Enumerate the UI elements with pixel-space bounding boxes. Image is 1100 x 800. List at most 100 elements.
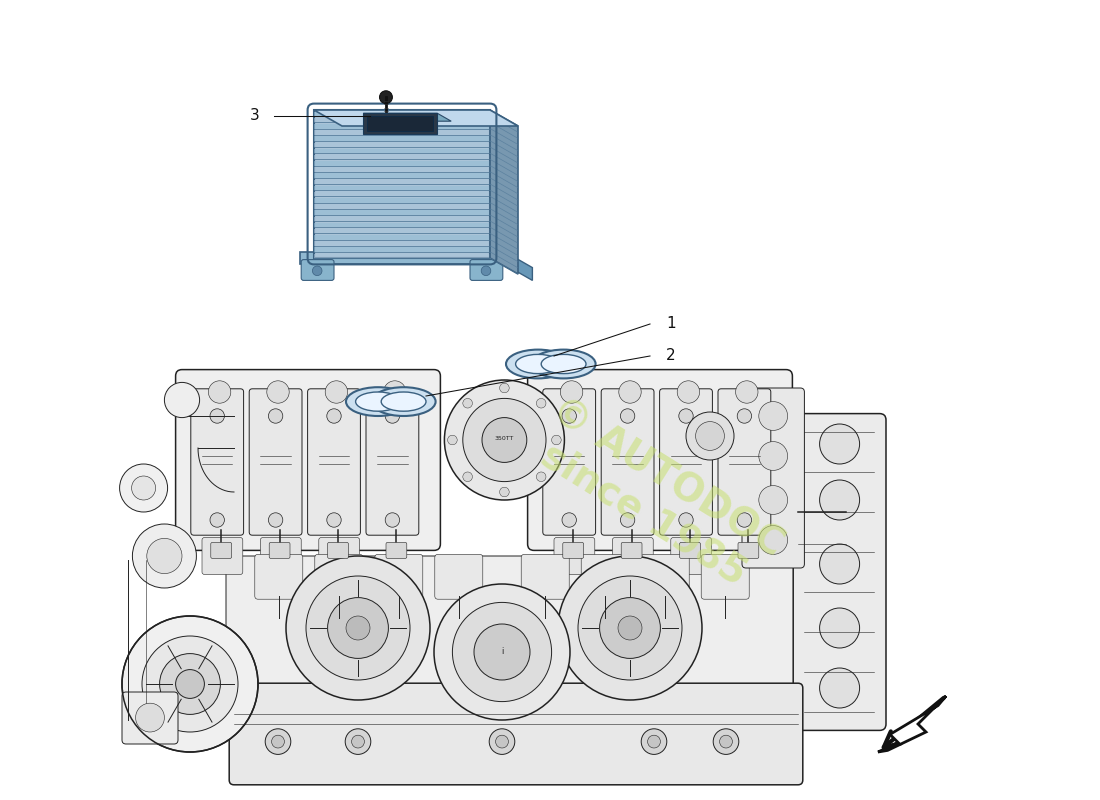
Circle shape xyxy=(120,464,167,512)
Circle shape xyxy=(267,381,289,403)
Circle shape xyxy=(641,729,667,754)
Circle shape xyxy=(135,703,164,732)
FancyBboxPatch shape xyxy=(250,389,303,535)
Polygon shape xyxy=(314,130,490,134)
Polygon shape xyxy=(314,198,490,202)
Polygon shape xyxy=(314,167,490,172)
Polygon shape xyxy=(314,142,490,147)
FancyBboxPatch shape xyxy=(671,538,712,574)
Circle shape xyxy=(820,480,859,520)
Circle shape xyxy=(562,513,576,527)
Circle shape xyxy=(713,729,739,754)
Circle shape xyxy=(345,729,371,754)
FancyBboxPatch shape xyxy=(261,538,301,574)
Circle shape xyxy=(208,381,231,403)
Text: 3: 3 xyxy=(250,109,260,123)
FancyBboxPatch shape xyxy=(470,259,503,280)
Polygon shape xyxy=(505,251,532,280)
Polygon shape xyxy=(363,113,437,134)
FancyBboxPatch shape xyxy=(319,538,360,574)
Circle shape xyxy=(820,544,859,584)
Ellipse shape xyxy=(355,392,400,411)
FancyBboxPatch shape xyxy=(375,554,422,599)
Circle shape xyxy=(496,735,508,748)
Circle shape xyxy=(620,513,635,527)
Ellipse shape xyxy=(346,387,410,416)
Polygon shape xyxy=(314,235,490,239)
FancyBboxPatch shape xyxy=(602,389,654,535)
Ellipse shape xyxy=(541,354,586,374)
Circle shape xyxy=(474,624,530,680)
Circle shape xyxy=(736,381,758,403)
Circle shape xyxy=(620,409,635,423)
FancyBboxPatch shape xyxy=(542,389,595,535)
Polygon shape xyxy=(314,124,490,129)
Circle shape xyxy=(327,409,341,423)
Polygon shape xyxy=(314,110,490,258)
Circle shape xyxy=(551,435,561,445)
Circle shape xyxy=(463,472,472,482)
Circle shape xyxy=(737,409,751,423)
Ellipse shape xyxy=(516,354,560,374)
FancyBboxPatch shape xyxy=(301,259,334,280)
Polygon shape xyxy=(314,192,490,196)
Circle shape xyxy=(619,381,641,403)
Polygon shape xyxy=(314,186,490,190)
Circle shape xyxy=(312,266,322,275)
Polygon shape xyxy=(314,112,490,116)
Circle shape xyxy=(578,576,682,680)
Circle shape xyxy=(759,442,788,470)
FancyBboxPatch shape xyxy=(528,370,792,550)
Circle shape xyxy=(558,556,702,700)
Circle shape xyxy=(719,735,733,748)
FancyBboxPatch shape xyxy=(563,542,584,558)
FancyBboxPatch shape xyxy=(660,389,713,535)
Circle shape xyxy=(537,398,546,408)
Ellipse shape xyxy=(372,387,436,416)
FancyBboxPatch shape xyxy=(366,389,419,535)
FancyBboxPatch shape xyxy=(701,554,749,599)
Polygon shape xyxy=(363,113,451,121)
Polygon shape xyxy=(314,161,490,166)
FancyBboxPatch shape xyxy=(211,542,232,558)
FancyBboxPatch shape xyxy=(176,370,440,550)
Circle shape xyxy=(820,608,859,648)
Circle shape xyxy=(444,380,564,500)
Polygon shape xyxy=(314,229,490,234)
Circle shape xyxy=(352,735,364,748)
Circle shape xyxy=(326,381,348,403)
Circle shape xyxy=(482,418,527,462)
Circle shape xyxy=(560,381,583,403)
FancyBboxPatch shape xyxy=(255,554,302,599)
Circle shape xyxy=(306,576,410,680)
FancyBboxPatch shape xyxy=(386,542,407,558)
Circle shape xyxy=(686,412,734,460)
Circle shape xyxy=(448,435,458,445)
Text: © AUTODOC
since 1985: © AUTODOC since 1985 xyxy=(521,390,790,602)
Circle shape xyxy=(463,398,472,408)
Circle shape xyxy=(385,513,399,527)
Circle shape xyxy=(146,538,182,574)
FancyBboxPatch shape xyxy=(581,554,629,599)
Circle shape xyxy=(176,670,205,698)
Polygon shape xyxy=(314,204,490,209)
Circle shape xyxy=(160,654,220,714)
Circle shape xyxy=(499,487,509,497)
Circle shape xyxy=(679,409,693,423)
FancyBboxPatch shape xyxy=(315,554,363,599)
FancyBboxPatch shape xyxy=(718,389,771,535)
Polygon shape xyxy=(367,116,433,130)
FancyBboxPatch shape xyxy=(793,414,886,730)
Circle shape xyxy=(327,513,341,527)
FancyBboxPatch shape xyxy=(434,554,483,599)
Circle shape xyxy=(132,524,197,588)
Circle shape xyxy=(820,424,859,464)
Circle shape xyxy=(265,729,290,754)
Circle shape xyxy=(434,584,570,720)
Circle shape xyxy=(537,472,546,482)
Polygon shape xyxy=(314,149,490,153)
Circle shape xyxy=(695,422,725,450)
FancyBboxPatch shape xyxy=(641,554,690,599)
Circle shape xyxy=(679,513,693,527)
Text: i: i xyxy=(500,647,503,657)
